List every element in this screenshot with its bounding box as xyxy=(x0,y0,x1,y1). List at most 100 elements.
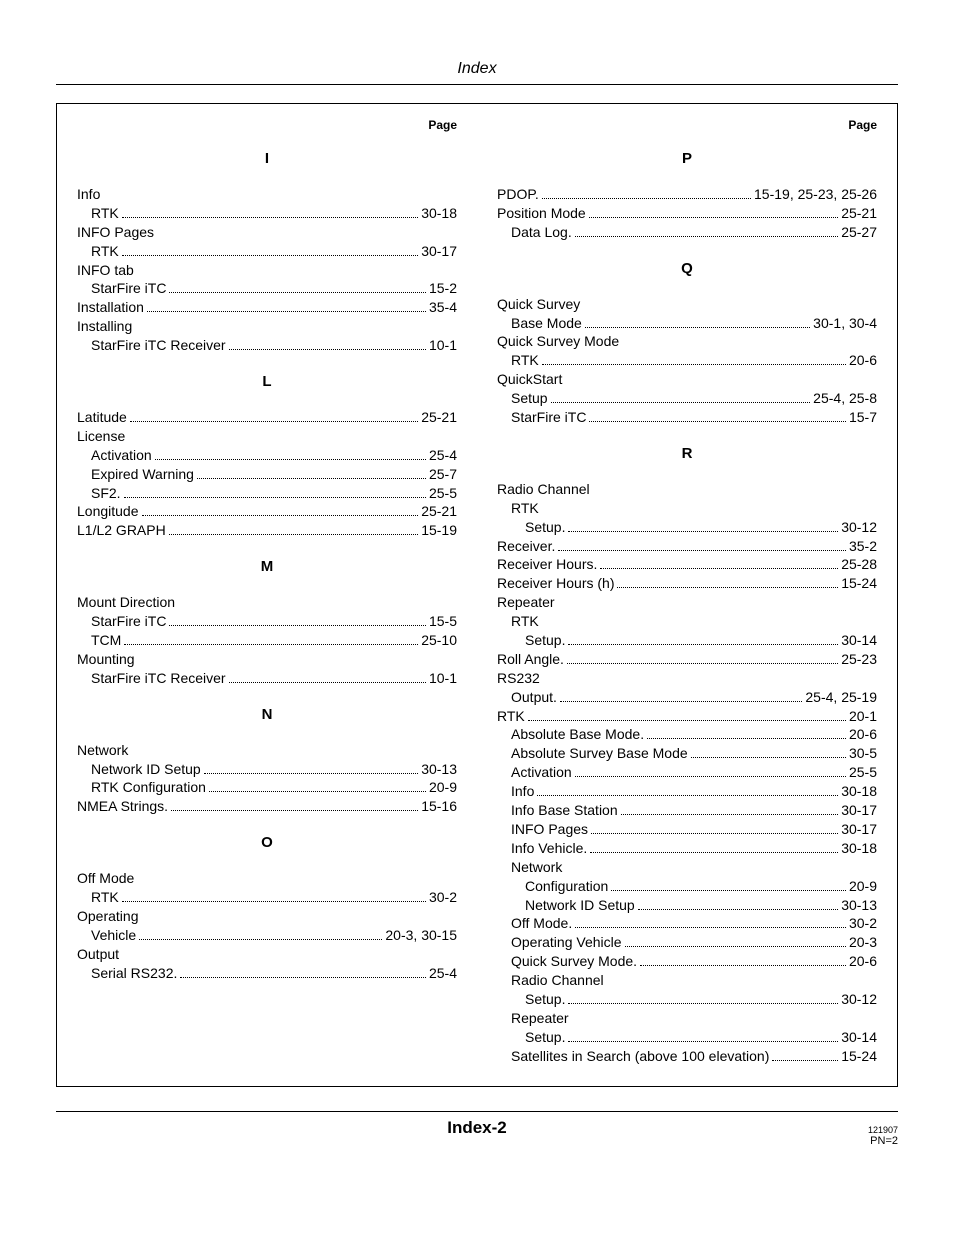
index-term: Installing xyxy=(77,317,132,336)
index-entry: Repeater xyxy=(497,593,877,612)
leader-dots xyxy=(638,896,838,910)
leader-dots xyxy=(169,280,426,294)
leader-dots xyxy=(568,990,838,1004)
index-page: 25-4 xyxy=(429,446,457,465)
index-term: RTK xyxy=(511,499,539,518)
index-page: 25-5 xyxy=(429,484,457,503)
leader-dots xyxy=(607,972,874,985)
section-entries: Mount DirectionStarFire iTC15-5TCM25-10M… xyxy=(77,593,457,687)
index-term: PDOP. xyxy=(497,185,539,204)
page-label-left: Page xyxy=(77,118,457,132)
left-column: Page IInfoRTK30-18INFO PagesRTK30-17INFO… xyxy=(77,118,457,1066)
index-term: StarFire iTC xyxy=(91,612,166,631)
index-term: Network xyxy=(77,741,128,760)
leader-dots xyxy=(103,186,454,199)
index-entry: Installing xyxy=(77,317,457,336)
leader-dots xyxy=(622,334,874,347)
section-letter: O xyxy=(77,834,457,851)
index-entry: Network xyxy=(77,741,457,760)
leader-dots xyxy=(565,859,874,872)
section-letter: R xyxy=(497,445,877,462)
index-page: 25-28 xyxy=(841,555,877,574)
leader-dots xyxy=(171,798,418,812)
index-term: StarFire iTC xyxy=(91,279,166,298)
index-term: Setup. xyxy=(525,990,565,1009)
leader-dots xyxy=(551,390,811,404)
index-page: 25-21 xyxy=(421,502,457,521)
index-term: Installation xyxy=(77,298,144,317)
index-entry: StarFire iTC Receiver10-1 xyxy=(77,669,457,688)
index-page: 15-5 xyxy=(429,612,457,631)
index-entry: Configuration20-9 xyxy=(497,877,877,896)
index-page: 15-24 xyxy=(841,1047,877,1066)
page: Index Page IInfoRTK30-18INFO PagesRTK30-… xyxy=(0,0,954,1235)
index-term: Setup. xyxy=(525,518,565,537)
section-entries: NetworkNetwork ID Setup30-13RTK Configur… xyxy=(77,741,457,817)
index-page: 30-13 xyxy=(841,896,877,915)
index-page: 20-6 xyxy=(849,351,877,370)
index-entry: Mount Direction xyxy=(77,593,457,612)
index-term: Receiver Hours. xyxy=(497,555,597,574)
index-entry: QuickStart xyxy=(497,370,877,389)
index-term: RTK xyxy=(511,612,539,631)
section-letter: L xyxy=(77,373,457,390)
leader-dots xyxy=(178,595,454,608)
leader-dots xyxy=(229,669,426,683)
leader-dots xyxy=(621,801,839,815)
index-entry: RS232 xyxy=(497,669,877,688)
leader-dots xyxy=(542,185,751,199)
index-term: QuickStart xyxy=(497,370,562,389)
leader-dots xyxy=(124,484,426,498)
index-entry: Installation35-4 xyxy=(77,298,457,317)
index-entry: Setup.30-14 xyxy=(497,1028,877,1047)
index-term: INFO Pages xyxy=(511,820,588,839)
leader-dots xyxy=(542,500,874,513)
leader-dots xyxy=(197,465,426,479)
leader-dots xyxy=(542,352,846,366)
leader-dots xyxy=(137,262,454,275)
section-letter: Q xyxy=(497,260,877,277)
leader-dots xyxy=(229,337,426,351)
index-term: Mount Direction xyxy=(77,593,175,612)
index-entry: Data Log.25-27 xyxy=(497,223,877,242)
index-entry: Expired Warning25-7 xyxy=(77,465,457,484)
index-term: TCM xyxy=(91,631,121,650)
index-entry: StarFire iTC 15-5 xyxy=(77,612,457,631)
index-page: 15-19, 25-23, 25-26 xyxy=(754,185,877,204)
index-entry: Absolute Survey Base Mode30-5 xyxy=(497,744,877,763)
leader-dots xyxy=(122,946,454,959)
index-entry: StarFire iTC Receiver10-1 xyxy=(77,336,457,355)
index-entry: SF2.25-5 xyxy=(77,484,457,503)
index-entry: StarFire iTC15-7 xyxy=(497,408,877,427)
index-entry: RTK xyxy=(497,499,877,518)
index-term: Output xyxy=(77,945,119,964)
index-entry: RTK30-18 xyxy=(77,204,457,223)
index-term: Expired Warning xyxy=(91,465,194,484)
leader-dots xyxy=(131,742,454,755)
index-term: Off Mode. xyxy=(511,914,572,933)
index-entry: RTK30-2 xyxy=(77,888,457,907)
index-entry: Receiver Hours (h)15-24 xyxy=(497,574,877,593)
index-entry: Radio Channel xyxy=(497,480,877,499)
index-term: Satellites in Search (above 100 elevatio… xyxy=(511,1047,769,1066)
index-term: RTK xyxy=(497,707,525,726)
index-page: 10-1 xyxy=(429,669,457,688)
index-page: 15-2 xyxy=(429,279,457,298)
leader-dots xyxy=(139,926,382,940)
index-term: StarFire iTC xyxy=(511,408,586,427)
leader-dots xyxy=(625,934,846,948)
index-entry: Output xyxy=(77,945,457,964)
index-term: Repeater xyxy=(497,593,555,612)
index-term: RTK Configuration xyxy=(91,778,206,797)
index-term: INFO Pages xyxy=(77,223,154,242)
columns: Page IInfoRTK30-18INFO PagesRTK30-17INFO… xyxy=(77,118,877,1066)
leader-dots xyxy=(141,908,454,921)
index-entry: Setup.30-12 xyxy=(497,990,877,1009)
index-term: Info Vehicle. xyxy=(511,839,587,858)
leader-dots xyxy=(600,556,838,570)
section-entries: InfoRTK30-18INFO PagesRTK30-17INFO tabSt… xyxy=(77,185,457,355)
leader-dots xyxy=(130,408,418,422)
leader-dots xyxy=(591,820,838,834)
leader-dots xyxy=(142,503,419,517)
index-page: 30-12 xyxy=(841,518,877,537)
